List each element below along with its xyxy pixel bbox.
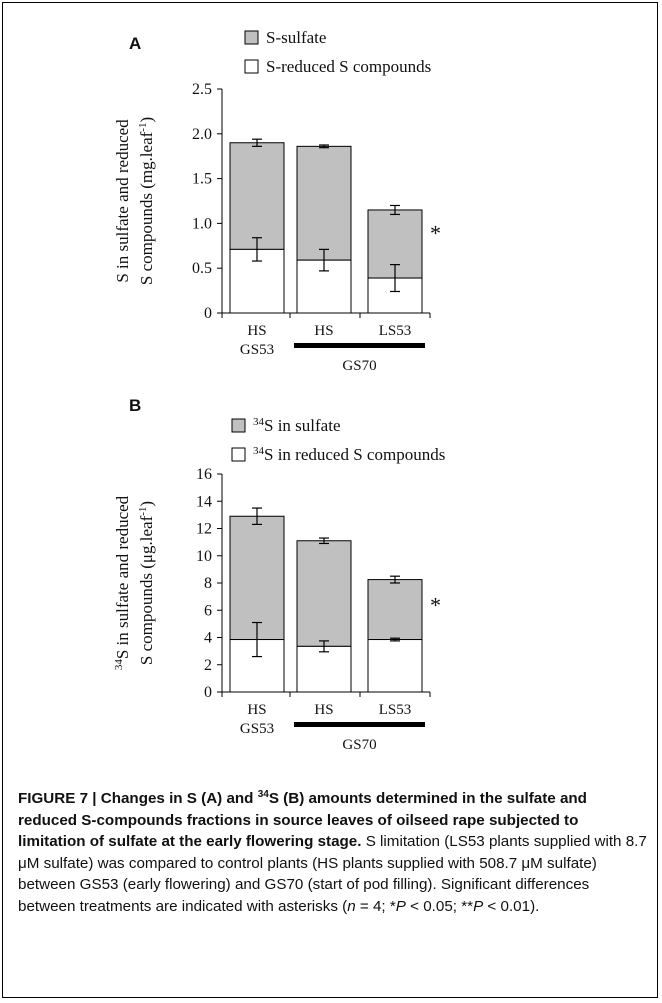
y-axis-label-sup: -1: [137, 123, 149, 132]
panel-label: B: [129, 396, 141, 415]
y-tick-label: 0: [204, 305, 212, 322]
legend-swatch: [231, 418, 246, 433]
caption-text: < 0.01).: [483, 897, 540, 915]
chart-panel-a: A S-sulfate S-reduced S compounds 0 0.5 1.0 1.…: [113, 28, 441, 374]
group-label: GS70: [342, 737, 376, 753]
caption-text: = 4; *: [355, 897, 396, 915]
bar-segment-sulfate: [229, 142, 285, 250]
group-label: GS70: [342, 358, 376, 374]
y-axis-label-text: S in sulfate and reduced: [113, 495, 132, 659]
legend-swatch: [231, 447, 246, 462]
y-tick-label: 2.5: [192, 81, 212, 98]
caption-var: P: [395, 897, 406, 915]
x-category-label: LS53: [379, 323, 412, 339]
x-category-label: GS53: [240, 342, 274, 358]
y-tick-label: 1.5: [192, 171, 212, 188]
x-category-label: LS53: [379, 702, 412, 718]
legend-label-text: S in sulfate: [264, 416, 341, 435]
x-category-label: GS53: [240, 721, 274, 737]
y-axis-label-sup: -1: [137, 507, 149, 516]
y-tick-label: 0: [204, 684, 212, 701]
caption-title-sup: 34: [257, 788, 269, 800]
caption-title-part: S (B) amounts determined in the sulfate …: [18, 790, 587, 851]
legend-label: 34S in sulfate: [253, 416, 341, 435]
y-axis-label-line2: S compounds (μg.leaf-1): [137, 501, 156, 665]
group-bracket: [294, 343, 425, 348]
caption-title-part: FIGURE 7 | Changes in S (A) and: [18, 790, 258, 807]
bar-segment-sulfate: [296, 145, 352, 261]
y-tick-label: 1.0: [192, 215, 212, 232]
x-category-label: HS: [314, 323, 333, 339]
y-axis-label-line1: 34S in sulfate and reduced: [113, 495, 132, 670]
x-category-label: HS: [247, 323, 266, 339]
figure-caption: FIGURE 7 | Changes in S (A) and 34S (B) …: [18, 788, 648, 918]
legend-swatch: [244, 59, 259, 74]
caption-var: P: [473, 897, 484, 915]
legend-label-sup: 34: [253, 445, 265, 457]
y-tick-label: 12: [196, 521, 212, 538]
y-axis-label-text: S compounds (mg.leaf: [137, 131, 156, 285]
bar-segment-sulfate: [367, 579, 423, 641]
y-tick-label: 14: [196, 493, 212, 510]
y-tick-label: 2.0: [192, 126, 212, 143]
y-axis-label-line1: S in sulfate and reduced: [113, 119, 132, 283]
panel-label: A: [129, 34, 141, 53]
legend-label: S-reduced S compounds: [266, 57, 431, 76]
y-tick-label: 4: [204, 630, 212, 647]
y-tick-label: 0.5: [192, 260, 212, 277]
x-category-label: HS: [247, 702, 266, 718]
legend-swatch: [244, 30, 259, 45]
y-tick-label: 2: [204, 657, 212, 674]
x-category-label: HS: [314, 702, 333, 718]
bar-segment-sulfate: [229, 515, 285, 641]
group-bracket: [294, 722, 425, 727]
y-tick-label: 6: [204, 602, 212, 619]
caption-text: S limitation (LS53 plants supplied with …: [18, 833, 647, 915]
bar-segment-sulfate: [296, 540, 352, 647]
legend-label-text: S in reduced S compounds: [264, 445, 445, 464]
y-tick-label: 10: [196, 548, 212, 565]
y-axis-label-sup: 34: [113, 659, 125, 671]
legend-label: 34S in reduced S compounds: [253, 445, 445, 464]
legend-label-sup: 34: [253, 416, 265, 428]
bar-segment-reduced: [296, 645, 352, 693]
caption-title: FIGURE 7 | Changes in S (A) and 34S (B) …: [18, 788, 587, 851]
legend-label: S-sulfate: [266, 28, 326, 47]
y-tick-label: 8: [204, 575, 212, 592]
y-axis-label-text: ): [137, 501, 156, 507]
significance-marker: *: [430, 592, 441, 617]
y-axis-label-text: ): [137, 117, 156, 123]
y-axis-label-line2: S compounds (mg.leaf-1): [137, 117, 156, 285]
significance-marker: *: [430, 221, 441, 246]
caption-var: n: [347, 897, 356, 915]
y-axis-label-text: S compounds (μg.leaf: [137, 515, 156, 665]
caption-text: < 0.05; **: [405, 897, 474, 915]
y-tick-label: 16: [196, 466, 212, 483]
bar-segment-reduced: [367, 639, 423, 693]
